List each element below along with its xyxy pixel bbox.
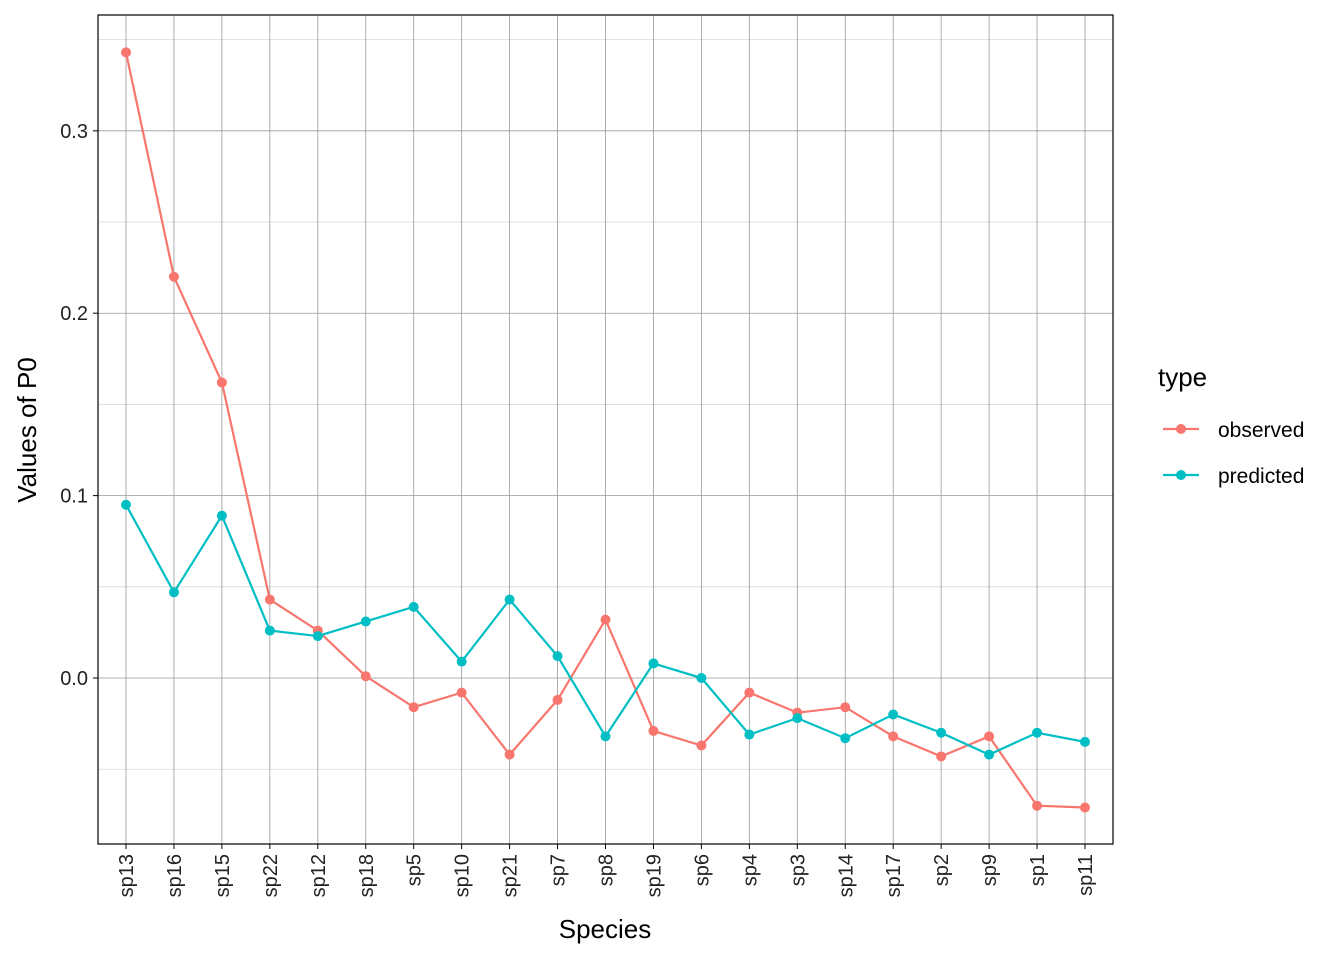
- data-point-predicted: [360, 616, 371, 627]
- data-point-observed: [984, 731, 995, 742]
- data-point-observed: [936, 751, 947, 762]
- legend-key-point-observed: [1176, 424, 1186, 434]
- data-point-observed: [744, 687, 755, 698]
- data-point-predicted: [648, 658, 659, 669]
- data-point-predicted: [504, 594, 515, 605]
- data-point-predicted: [168, 587, 179, 598]
- data-point-predicted: [216, 510, 227, 521]
- x-tick-label: sp7: [548, 854, 570, 886]
- data-point-observed: [696, 740, 707, 751]
- series-lines: [121, 47, 1090, 813]
- y-tick-label: 0.1: [60, 486, 88, 508]
- data-point-predicted: [840, 733, 851, 744]
- data-point-observed: [456, 687, 467, 698]
- x-tick-label: sp21: [500, 854, 522, 897]
- data-point-predicted: [744, 729, 755, 740]
- x-tick-label: sp5: [404, 854, 426, 886]
- x-tick-label: sp17: [883, 854, 905, 897]
- y-tick-label: 0.0: [60, 668, 88, 690]
- x-tick-label: sp14: [835, 854, 857, 897]
- data-point-observed: [1080, 802, 1090, 813]
- x-tick-label: sp16: [164, 854, 186, 897]
- legend-key-point-predicted: [1176, 470, 1186, 480]
- data-point-predicted: [456, 656, 467, 667]
- data-point-observed: [408, 702, 419, 713]
- x-tick-label: sp10: [452, 854, 474, 897]
- data-point-predicted: [408, 601, 419, 612]
- data-point-observed: [504, 749, 515, 760]
- x-tick-label: sp3: [787, 854, 809, 886]
- x-tick-label: sp18: [356, 854, 378, 897]
- data-point-predicted: [264, 625, 275, 636]
- data-point-predicted: [1080, 736, 1090, 747]
- x-tick-label: sp12: [308, 854, 330, 897]
- data-point-predicted: [696, 673, 707, 684]
- x-tick-label: sp4: [739, 854, 761, 886]
- data-point-observed: [264, 594, 275, 605]
- data-point-predicted: [792, 713, 803, 724]
- y-axis-title: Values of P0: [12, 357, 42, 503]
- data-point-observed: [648, 725, 659, 736]
- y-tick-label: 0.2: [60, 303, 88, 325]
- x-tick-label: sp9: [979, 854, 1001, 886]
- data-point-observed: [552, 694, 563, 705]
- legend-label-predicted: predicted: [1218, 465, 1304, 488]
- x-tick-label: sp6: [691, 854, 713, 886]
- data-point-predicted: [1032, 727, 1043, 738]
- x-tick-label: sp15: [212, 854, 234, 897]
- data-point-predicted: [552, 651, 563, 662]
- x-tick-label: sp22: [260, 854, 282, 897]
- data-point-observed: [840, 702, 851, 713]
- grid: [98, 15, 1113, 844]
- x-tick-label: sp8: [596, 854, 618, 886]
- data-point-predicted: [121, 499, 131, 510]
- data-point-predicted: [312, 631, 323, 642]
- data-point-predicted: [936, 727, 947, 738]
- data-point-observed: [600, 614, 611, 625]
- x-tick-label: sp2: [931, 854, 953, 886]
- x-tick-label: sp1: [1027, 854, 1049, 886]
- x-axis-title: Species: [559, 914, 652, 944]
- legend-label-observed: observed: [1218, 419, 1304, 442]
- y-tick-label: 0.3: [60, 121, 88, 143]
- data-point-predicted: [984, 749, 995, 760]
- x-tick-label: sp11: [1075, 854, 1097, 896]
- x-tick-label: sp13: [116, 854, 138, 897]
- legend-title: type: [1158, 362, 1207, 392]
- data-point-observed: [888, 731, 899, 742]
- data-point-observed: [1032, 800, 1043, 811]
- data-point-predicted: [600, 731, 611, 742]
- x-tick-label: sp19: [643, 854, 665, 897]
- data-point-predicted: [888, 709, 899, 720]
- legend: type observed predicted: [1158, 362, 1304, 488]
- data-point-observed: [360, 671, 371, 682]
- axes: 0.0 0.1 0.2 0.3 sp13 sp16 sp15 sp22 sp12 sp18 sp5 s…: [60, 121, 1097, 898]
- data-point-observed: [121, 47, 131, 58]
- data-point-observed: [168, 271, 179, 282]
- data-point-observed: [216, 377, 227, 388]
